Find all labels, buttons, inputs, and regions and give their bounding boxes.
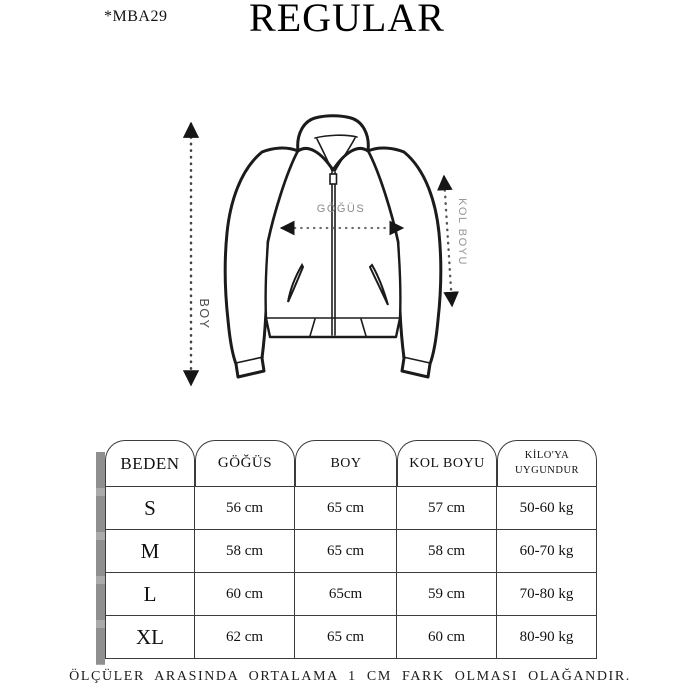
header-cell-gogus: GÖĞÜS <box>195 440 295 486</box>
jacket-drawing <box>223 114 443 379</box>
length-cell: 65 cm <box>295 616 397 658</box>
table-row-xl: XL 62 cm 65 cm 60 cm 80-90 kg <box>106 616 596 658</box>
chest-label: GÖĞÜS <box>316 203 366 215</box>
weight-cell: 50-60 kg <box>519 499 574 516</box>
header-cell-beden: BEDEN <box>105 440 195 486</box>
chest-cell: 56 cm <box>195 487 295 529</box>
weight-cell: 80-90 kg <box>519 628 574 645</box>
page-title: REGULAR <box>249 0 445 40</box>
length-cell: 65 cm <box>295 530 397 572</box>
table-row-l: L 60 cm 65cm 59 cm 70-80 kg <box>106 573 596 616</box>
measurement-disclaimer: ÖLÇÜLER ARASINDA ORTALAMA 1 CM FARK OLMA… <box>69 669 631 684</box>
chest-cell: 58 cm <box>195 530 295 572</box>
chest-arrow <box>279 220 405 236</box>
length-arrow <box>182 121 200 387</box>
header-cell-boy: BOY <box>295 440 397 486</box>
length-cell: 65cm <box>295 573 397 615</box>
sleeve-cell: 60 cm <box>397 616 497 658</box>
size-cell: M <box>106 530 195 572</box>
size-cell: S <box>106 487 195 529</box>
length-label: BOY <box>197 298 211 330</box>
table-body: S 56 cm 65 cm 57 cm 50-60 kg M 58 cm 65 … <box>105 486 597 659</box>
jacket-measurement-diagram: BOY GÖĞÜS KOL BOYU <box>182 114 468 387</box>
size-table: BEDEN GÖĞÜS BOY KOL BOYU KİLO'YA UYGUNDU… <box>96 440 597 665</box>
sleeve-label: KOL BOYU <box>456 198 468 266</box>
sleeve-cell: 59 cm <box>397 573 497 615</box>
header-cell-kilo: KİLO'YA UYGUNDUR <box>497 440 597 486</box>
table-row-s: S 56 cm 65 cm 57 cm 50-60 kg <box>106 487 596 530</box>
product-code: *MBA29 <box>104 8 168 25</box>
size-cell: XL <box>106 616 195 658</box>
size-cell: L <box>106 573 195 615</box>
weight-cell: 70-80 kg <box>519 585 574 602</box>
sleeve-cell: 57 cm <box>397 487 497 529</box>
length-cell: 65 cm <box>295 487 397 529</box>
sleeve-arrow <box>437 174 459 308</box>
sleeve-cell: 58 cm <box>397 530 497 572</box>
table-header-row: BEDEN GÖĞÜS BOY KOL BOYU KİLO'YA UYGUNDU… <box>105 440 597 486</box>
table-row-m: M 58 cm 65 cm 58 cm 60-70 kg <box>106 530 596 573</box>
chest-cell: 62 cm <box>195 616 295 658</box>
weight-cell: 60-70 kg <box>519 542 574 559</box>
header-cell-kol-boyu: KOL BOYU <box>397 440 497 486</box>
chest-cell: 60 cm <box>195 573 295 615</box>
